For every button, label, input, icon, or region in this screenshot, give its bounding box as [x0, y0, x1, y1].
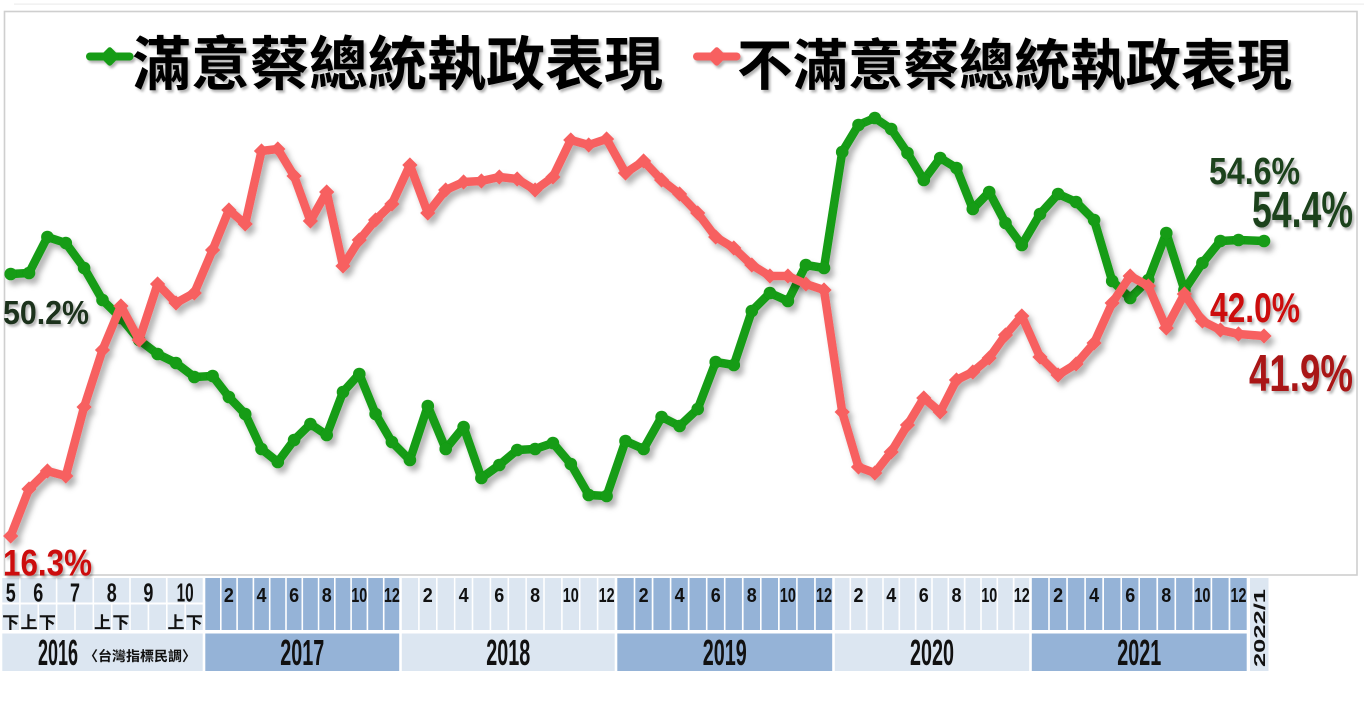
svg-text:4: 4	[257, 585, 268, 607]
svg-text:4: 4	[886, 585, 897, 607]
svg-text:8: 8	[107, 578, 117, 608]
svg-text:6: 6	[494, 585, 504, 607]
svg-text:2016: 2016	[38, 632, 78, 673]
svg-text:12: 12	[816, 585, 832, 607]
svg-text:54.6%: 54.6%	[1209, 151, 1300, 193]
svg-text:10: 10	[1194, 585, 1210, 607]
svg-text:10: 10	[563, 585, 579, 607]
svg-text:8: 8	[322, 585, 332, 607]
svg-text:2020: 2020	[910, 632, 954, 673]
svg-text:8: 8	[952, 585, 962, 607]
svg-text:54.4%: 54.4%	[1252, 181, 1353, 238]
svg-text:42.0%: 42.0%	[1210, 284, 1300, 331]
svg-text:12: 12	[599, 585, 615, 607]
svg-text:10: 10	[177, 578, 194, 608]
svg-text:12: 12	[1231, 585, 1247, 607]
svg-text:2: 2	[224, 585, 234, 607]
svg-text:2018: 2018	[486, 632, 530, 673]
svg-text:2019: 2019	[703, 632, 747, 673]
svg-text:2: 2	[1053, 585, 1063, 607]
svg-text:6: 6	[289, 585, 299, 607]
svg-text:2: 2	[423, 585, 433, 607]
svg-text:16.3%: 16.3%	[3, 543, 92, 584]
svg-text:2: 2	[639, 585, 649, 607]
svg-text:10: 10	[981, 585, 997, 607]
svg-text:6: 6	[711, 585, 721, 607]
svg-text:9: 9	[143, 578, 153, 608]
svg-text:7: 7	[70, 578, 80, 608]
svg-text:12: 12	[384, 585, 400, 607]
svg-text:50.2%: 50.2%	[3, 294, 89, 331]
svg-text:10: 10	[351, 585, 367, 607]
svg-text:6: 6	[33, 578, 43, 608]
svg-text:2017: 2017	[280, 632, 324, 673]
svg-text:4: 4	[1089, 585, 1100, 607]
svg-text:2022/1: 2022/1	[1252, 588, 1269, 667]
svg-text:2021: 2021	[1117, 632, 1161, 673]
svg-text:2: 2	[854, 585, 864, 607]
svg-text:4: 4	[459, 585, 470, 607]
svg-text:8: 8	[1161, 585, 1171, 607]
svg-text:8: 8	[747, 585, 757, 607]
svg-text:10: 10	[780, 585, 796, 607]
svg-text:6: 6	[919, 585, 929, 607]
svg-text:8: 8	[530, 585, 540, 607]
svg-text:5: 5	[6, 578, 16, 608]
svg-text:12: 12	[1014, 585, 1030, 607]
svg-text:41.9%: 41.9%	[1249, 345, 1353, 403]
svg-text:6: 6	[1125, 585, 1135, 607]
svg-text:4: 4	[675, 585, 686, 607]
